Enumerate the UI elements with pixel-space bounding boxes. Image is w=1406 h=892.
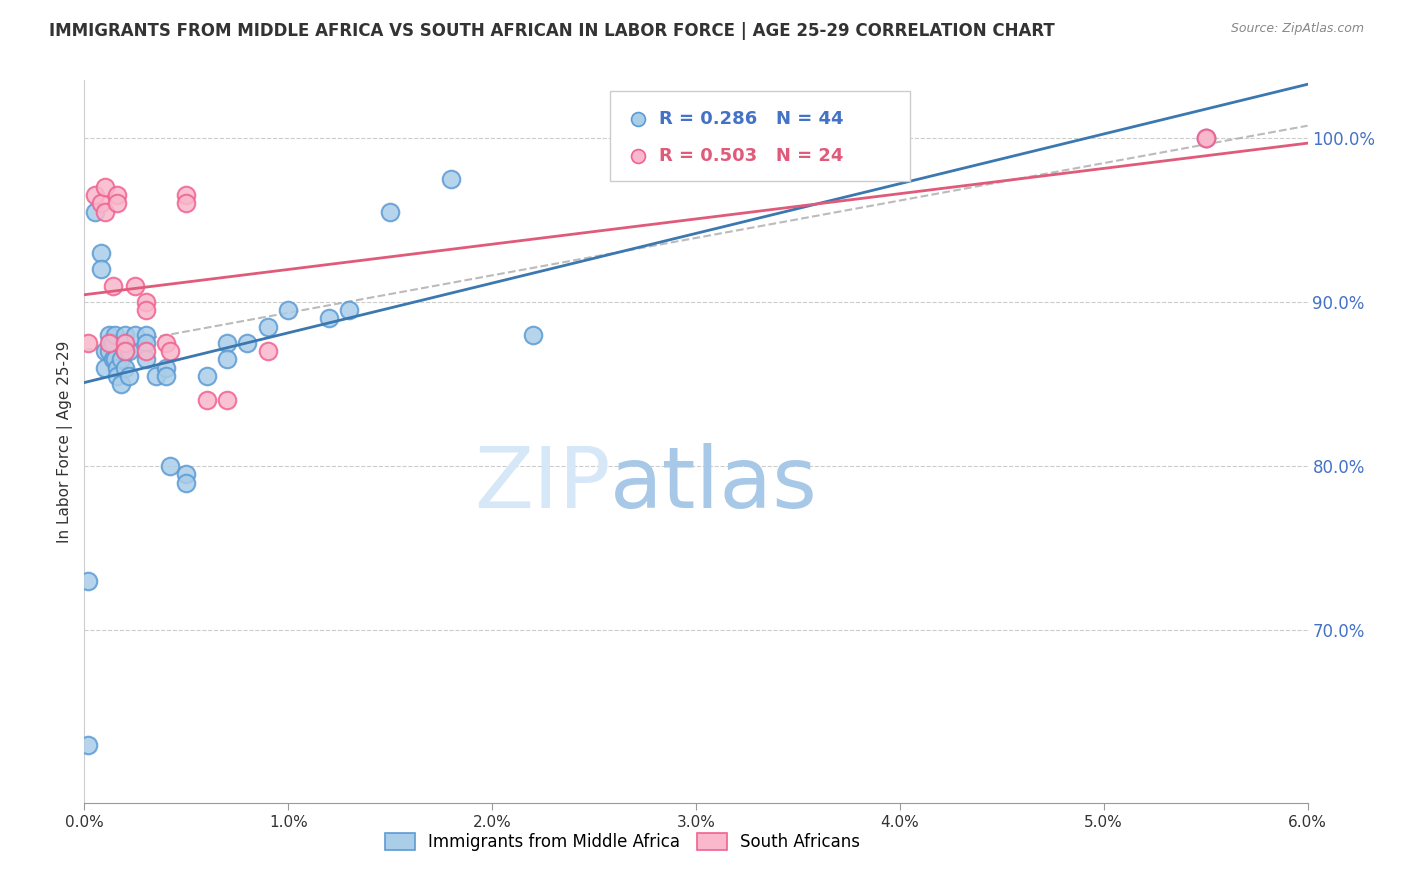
Point [159, 344, 181, 359]
Point [105, 368, 128, 383]
Point [114, 344, 136, 359]
Point [135, 303, 157, 318]
Point [105, 196, 128, 211]
Point [176, 188, 198, 202]
Point [77, 739, 100, 753]
Point [155, 336, 177, 351]
Point [90, 262, 112, 277]
Point [97, 344, 120, 359]
Point [90, 196, 112, 211]
Point [118, 344, 141, 359]
Point [105, 360, 128, 375]
Point [118, 368, 141, 383]
Y-axis label: In Labor Force | Age 25-29: In Labor Force | Age 25-29 [58, 341, 73, 542]
Point [101, 336, 124, 351]
Point [195, 393, 218, 408]
Point [105, 188, 128, 202]
Point [135, 336, 157, 351]
Point [257, 344, 280, 359]
Text: atlas: atlas [610, 443, 818, 526]
Point [101, 278, 124, 293]
Point [1195, 130, 1218, 145]
Point [176, 467, 198, 482]
Point [236, 336, 259, 351]
Point [114, 327, 136, 342]
Point [1195, 130, 1218, 145]
Point [339, 303, 361, 318]
Point [114, 360, 136, 375]
Point [135, 352, 157, 367]
Point [110, 377, 132, 392]
Point [135, 344, 157, 359]
Point [217, 352, 239, 367]
Point [176, 475, 198, 490]
Point [145, 368, 167, 383]
Point [77, 574, 100, 588]
Point [176, 196, 198, 211]
Point [155, 360, 177, 375]
Point [135, 327, 157, 342]
Point [77, 336, 100, 351]
Point [110, 352, 132, 367]
Point [135, 295, 157, 310]
Point [83, 204, 105, 219]
Point [522, 327, 544, 342]
Point [101, 352, 124, 367]
Point [90, 245, 112, 260]
Text: R = 0.286   N = 44: R = 0.286 N = 44 [659, 110, 844, 128]
Point [83, 188, 105, 202]
Point [114, 336, 136, 351]
Point [93, 344, 117, 359]
Point [97, 336, 120, 351]
Text: ZIP: ZIP [474, 443, 610, 526]
Point [93, 204, 117, 219]
Point [124, 278, 146, 293]
Point [195, 368, 218, 383]
Point [1195, 130, 1218, 145]
Point [93, 180, 117, 194]
Point [440, 171, 463, 186]
Point [277, 303, 299, 318]
Legend: Immigrants from Middle Africa, South Africans: Immigrants from Middle Africa, South Afr… [377, 825, 869, 860]
FancyBboxPatch shape [610, 91, 910, 181]
Point [318, 311, 340, 326]
Point [114, 344, 136, 359]
Point [159, 459, 181, 474]
Point [217, 336, 239, 351]
Text: R = 0.503   N = 24: R = 0.503 N = 24 [659, 147, 844, 165]
Text: Source: ZipAtlas.com: Source: ZipAtlas.com [1230, 22, 1364, 36]
Point [380, 204, 402, 219]
Point [257, 319, 280, 334]
Point [217, 393, 239, 408]
Point [155, 368, 177, 383]
Text: IMMIGRANTS FROM MIDDLE AFRICA VS SOUTH AFRICAN IN LABOR FORCE | AGE 25-29 CORREL: IMMIGRANTS FROM MIDDLE AFRICA VS SOUTH A… [49, 22, 1054, 40]
Point [93, 360, 117, 375]
Point [104, 327, 127, 342]
Point [104, 352, 127, 367]
Point [124, 327, 146, 342]
Point [97, 327, 120, 342]
